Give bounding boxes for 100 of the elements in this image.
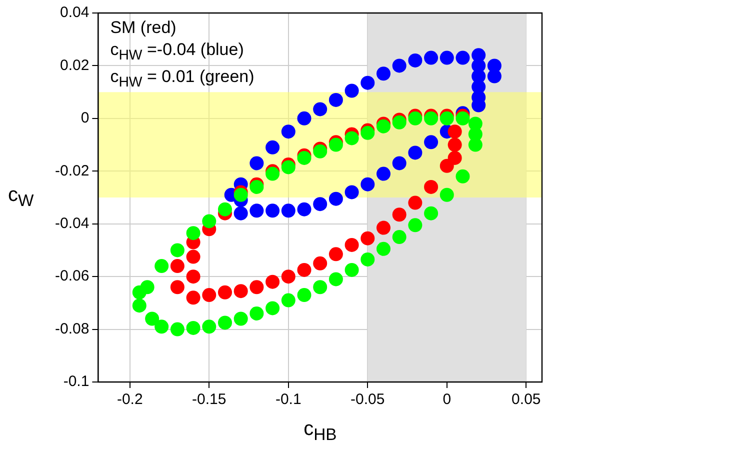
point bbox=[440, 158, 454, 173]
point bbox=[250, 280, 264, 294]
point bbox=[218, 316, 232, 330]
point bbox=[456, 50, 470, 65]
point bbox=[154, 320, 169, 334]
annotation: SM (red) bbox=[110, 17, 178, 39]
point bbox=[440, 188, 454, 202]
point bbox=[140, 280, 154, 294]
point bbox=[408, 111, 422, 126]
point bbox=[297, 150, 312, 165]
point bbox=[360, 231, 375, 246]
point bbox=[440, 111, 454, 126]
point bbox=[313, 144, 328, 158]
point bbox=[344, 262, 359, 277]
point bbox=[424, 180, 438, 194]
point bbox=[376, 242, 390, 256]
point bbox=[234, 284, 248, 298]
x-tick-label: -0.1 bbox=[275, 391, 302, 408]
y-tick-label: 0 bbox=[80, 110, 90, 127]
point bbox=[186, 290, 200, 305]
point bbox=[234, 188, 248, 202]
point bbox=[170, 322, 184, 336]
point bbox=[202, 288, 216, 302]
point bbox=[344, 84, 359, 98]
point bbox=[408, 218, 422, 232]
point bbox=[297, 288, 312, 302]
point bbox=[424, 50, 438, 65]
point bbox=[297, 111, 312, 126]
point bbox=[376, 166, 390, 181]
point bbox=[487, 69, 502, 84]
point bbox=[360, 126, 375, 140]
point bbox=[250, 204, 264, 218]
y-tick-label: 0.04 bbox=[60, 4, 90, 22]
point bbox=[313, 256, 328, 270]
point bbox=[376, 119, 390, 134]
point bbox=[266, 166, 280, 181]
y-tick-label: -0.04 bbox=[54, 215, 90, 232]
point bbox=[456, 169, 470, 184]
point bbox=[448, 150, 462, 165]
y-tick-label: -0.08 bbox=[54, 320, 90, 338]
annotation: c$_{HW}$ = 0.01 (green) bbox=[110, 66, 254, 93]
point bbox=[154, 259, 169, 274]
point bbox=[266, 274, 280, 289]
point bbox=[132, 298, 146, 313]
y-tick-label: 0.02 bbox=[60, 56, 90, 74]
point bbox=[281, 270, 296, 284]
point bbox=[281, 160, 296, 174]
point bbox=[328, 92, 343, 107]
point bbox=[170, 259, 184, 274]
point bbox=[266, 204, 280, 218]
point bbox=[145, 312, 160, 326]
point bbox=[281, 293, 296, 308]
point bbox=[448, 138, 462, 152]
point bbox=[376, 220, 390, 235]
x-tick-label: -0.05 bbox=[350, 391, 385, 408]
point bbox=[468, 138, 482, 152]
point bbox=[313, 280, 328, 294]
y-axis-title: c$_{W}$ bbox=[8, 184, 34, 211]
point bbox=[392, 208, 406, 222]
x-tick-label: -0.15 bbox=[192, 391, 226, 408]
x-tick-label: 0 bbox=[442, 391, 452, 408]
point bbox=[328, 272, 343, 286]
point bbox=[392, 58, 406, 73]
point bbox=[266, 140, 280, 154]
point bbox=[170, 280, 184, 294]
y-tick-label: -0.06 bbox=[54, 268, 90, 285]
point bbox=[328, 192, 343, 206]
point bbox=[376, 66, 390, 81]
x-tick-label: 0.05 bbox=[512, 391, 541, 408]
point bbox=[440, 50, 454, 65]
point bbox=[186, 250, 200, 264]
point bbox=[202, 320, 216, 334]
point bbox=[360, 76, 375, 90]
point bbox=[344, 185, 359, 200]
point bbox=[392, 156, 406, 170]
point bbox=[266, 301, 280, 316]
point bbox=[250, 180, 264, 194]
point bbox=[448, 124, 462, 139]
annotation: c$_{HW}$ =-0.04 (blue) bbox=[110, 39, 245, 66]
point bbox=[344, 238, 359, 252]
point bbox=[297, 262, 312, 277]
point bbox=[424, 206, 438, 220]
point bbox=[234, 312, 248, 326]
point bbox=[281, 204, 296, 218]
point bbox=[456, 111, 470, 126]
point bbox=[424, 111, 438, 126]
point bbox=[392, 115, 406, 130]
point bbox=[344, 131, 359, 146]
point bbox=[408, 196, 422, 210]
point bbox=[328, 138, 343, 152]
point bbox=[218, 285, 232, 300]
point bbox=[281, 124, 296, 139]
point bbox=[297, 202, 312, 216]
point bbox=[218, 202, 232, 216]
point bbox=[202, 214, 216, 228]
x-axis-title: c$_{HB}$ bbox=[304, 418, 337, 445]
point bbox=[313, 197, 328, 212]
point bbox=[360, 177, 375, 192]
point bbox=[408, 53, 422, 68]
point bbox=[424, 135, 438, 150]
